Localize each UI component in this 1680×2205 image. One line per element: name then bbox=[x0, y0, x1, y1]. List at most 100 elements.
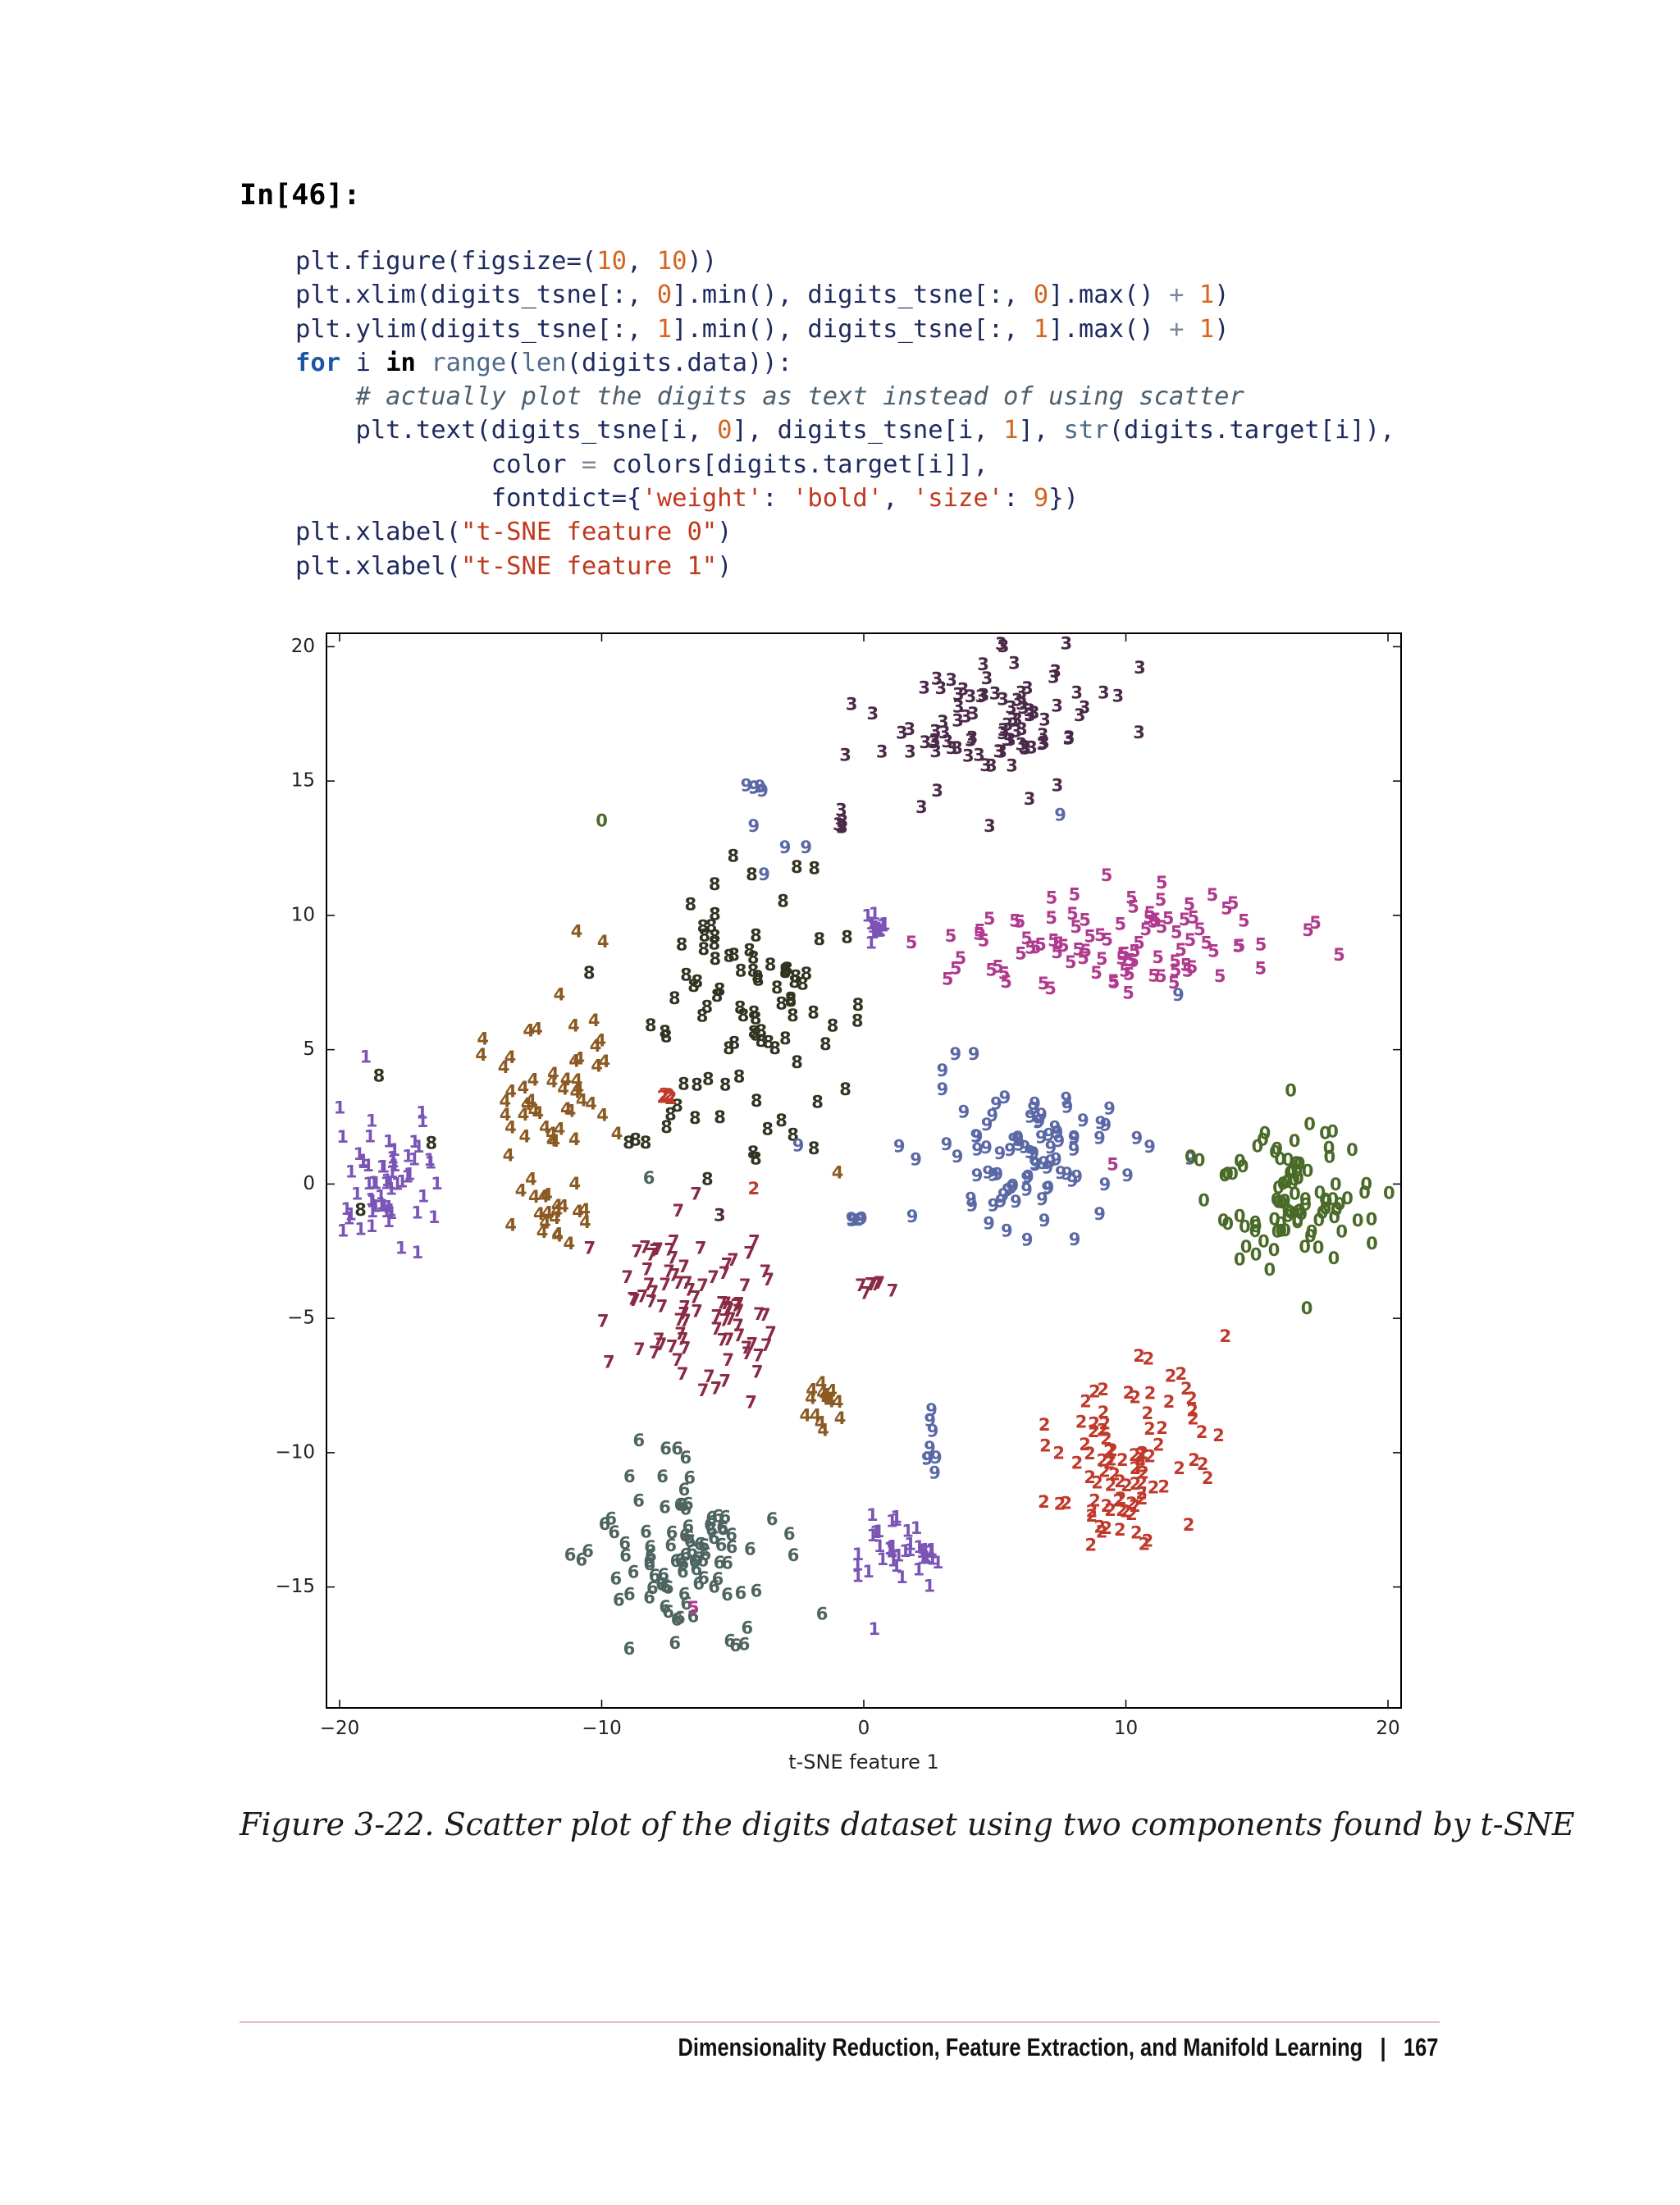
digit-5-point: 5 bbox=[1175, 940, 1187, 960]
digit-4-point: 4 bbox=[551, 1225, 564, 1244]
digit-2-point: 2 bbox=[1097, 1421, 1109, 1440]
digit-5-point: 5 bbox=[1114, 914, 1126, 934]
digit-4-point: 4 bbox=[504, 1216, 517, 1235]
digit-5-point: 5 bbox=[1045, 908, 1057, 928]
digit-4-point: 4 bbox=[579, 1212, 591, 1232]
digit-4-point: 4 bbox=[538, 1187, 550, 1207]
code-token: : bbox=[1003, 484, 1034, 514]
digit-2-point: 2 bbox=[1101, 1496, 1113, 1516]
digit-4-point: 4 bbox=[569, 1083, 582, 1102]
code-token: for bbox=[295, 348, 341, 377]
digit-2-point: 2 bbox=[1125, 1504, 1138, 1524]
digit-0-point: 0 bbox=[1279, 1191, 1291, 1211]
digit-6-point: 6 bbox=[744, 1539, 756, 1559]
digit-3-point: 3 bbox=[1018, 737, 1030, 757]
digit-9-point: 9 bbox=[983, 1213, 995, 1233]
digit-7-point: 7 bbox=[716, 1330, 728, 1349]
digit-8-point: 8 bbox=[728, 945, 740, 965]
digit-5-point: 5 bbox=[1234, 936, 1246, 956]
digit-2-point: 2 bbox=[1129, 1388, 1141, 1408]
digit-4-point: 4 bbox=[560, 1099, 573, 1119]
digit-7-point: 7 bbox=[742, 1344, 754, 1363]
digit-7-point: 7 bbox=[873, 1273, 885, 1293]
digit-9-point: 9 bbox=[1020, 1180, 1033, 1199]
digit-9-point: 9 bbox=[1027, 1144, 1039, 1163]
digit-1-point: 1 bbox=[896, 1568, 908, 1587]
digit-1-point: 1 bbox=[384, 1174, 396, 1194]
digit-4-point: 4 bbox=[532, 1103, 544, 1123]
digit-4-point: 4 bbox=[546, 1071, 559, 1091]
digit-7-point: 7 bbox=[689, 1288, 701, 1308]
digit-6-point: 6 bbox=[717, 1519, 729, 1539]
digit-5-point: 5 bbox=[1048, 931, 1060, 951]
digit-6-point: 6 bbox=[564, 1545, 577, 1564]
digit-7-point: 7 bbox=[667, 1249, 679, 1268]
digit-6-point: 6 bbox=[678, 1584, 691, 1604]
digit-5-point: 5 bbox=[1127, 897, 1139, 917]
digit-6-point: 6 bbox=[708, 1528, 720, 1548]
digit-7-point: 7 bbox=[603, 1352, 615, 1372]
digit-1-point: 1 bbox=[360, 1048, 372, 1067]
digit-9-point: 9 bbox=[1012, 1128, 1025, 1148]
digit-1-point: 1 bbox=[417, 1112, 429, 1131]
digit-7-point: 7 bbox=[684, 1281, 696, 1300]
digit-3-point: 3 bbox=[835, 801, 847, 820]
digit-3-point: 3 bbox=[1011, 710, 1023, 730]
digit-7-point: 7 bbox=[860, 1283, 872, 1303]
code-token: , bbox=[627, 247, 657, 276]
digit-8-point: 8 bbox=[788, 972, 801, 992]
digit-4-point: 4 bbox=[525, 1091, 537, 1111]
digit-5-point: 5 bbox=[1309, 913, 1322, 933]
digit-5-point: 5 bbox=[1014, 911, 1026, 931]
digit-9-point: 9 bbox=[937, 1061, 949, 1080]
code-line: plt.text(digits_tsne[i, 0], digits_tsne[… bbox=[295, 413, 1395, 447]
digit-6-point: 6 bbox=[679, 1499, 692, 1518]
digit-8-point: 8 bbox=[750, 1008, 762, 1028]
digit-9-point: 9 bbox=[1034, 1112, 1046, 1131]
digit-7-point: 7 bbox=[752, 1346, 765, 1366]
digit-3-point: 3 bbox=[1016, 694, 1028, 714]
digit-9-point: 9 bbox=[1032, 1112, 1044, 1132]
digit-9-point: 9 bbox=[1043, 1125, 1055, 1144]
digit-4-point: 4 bbox=[821, 1389, 833, 1408]
digit-3-point: 3 bbox=[935, 678, 947, 698]
digit-0-point: 0 bbox=[1271, 1190, 1283, 1210]
digit-9-point: 9 bbox=[924, 1438, 936, 1458]
digit-5-point: 5 bbox=[1152, 947, 1164, 967]
digit-0-point: 0 bbox=[1312, 1238, 1325, 1258]
digit-4-point: 4 bbox=[554, 1120, 566, 1139]
digit-1-point: 1 bbox=[386, 1148, 399, 1168]
digit-6-point: 6 bbox=[680, 1594, 692, 1614]
digit-1-point: 1 bbox=[411, 1243, 423, 1262]
digit-4-point: 4 bbox=[527, 1071, 540, 1090]
digit-4-point: 4 bbox=[815, 1413, 827, 1432]
digit-9-point: 9 bbox=[1077, 1111, 1089, 1130]
digit-0-point: 0 bbox=[1301, 1299, 1313, 1318]
digit-2-point: 2 bbox=[1136, 1489, 1148, 1509]
digit-7-point: 7 bbox=[759, 1305, 771, 1325]
digit-5-point: 5 bbox=[1084, 927, 1096, 947]
digit-3-point: 3 bbox=[846, 695, 858, 714]
digit-8-point: 8 bbox=[777, 892, 789, 911]
digit-1-point: 1 bbox=[337, 1221, 349, 1240]
digit-2-point: 2 bbox=[1116, 1500, 1128, 1520]
digit-2-point: 2 bbox=[1086, 1502, 1098, 1522]
digit-1-point: 1 bbox=[890, 1556, 902, 1576]
digit-0-point: 0 bbox=[1291, 1212, 1303, 1232]
code-block: plt.figure(figsize=(10, 10)) plt.xlim(dig… bbox=[295, 244, 1395, 583]
digit-5-point: 5 bbox=[973, 924, 985, 944]
digit-0-point: 0 bbox=[1330, 1175, 1342, 1194]
digit-6-point: 6 bbox=[640, 1522, 652, 1542]
digit-9-point: 9 bbox=[1002, 1180, 1014, 1200]
digit-0-point: 0 bbox=[1319, 1198, 1331, 1218]
digit-2-point: 2 bbox=[1197, 1454, 1209, 1474]
digit-0-point: 0 bbox=[1285, 1080, 1297, 1100]
digit-8-point: 8 bbox=[775, 1111, 788, 1130]
digit-5-point: 5 bbox=[1227, 893, 1239, 913]
digit-8-point: 8 bbox=[791, 857, 803, 877]
digit-5-point: 5 bbox=[1169, 952, 1181, 971]
digit-9-point: 9 bbox=[1024, 1142, 1036, 1162]
digit-9-point: 9 bbox=[754, 777, 766, 797]
digit-5-point: 5 bbox=[1143, 907, 1155, 927]
digit-5-point: 5 bbox=[1168, 973, 1180, 993]
